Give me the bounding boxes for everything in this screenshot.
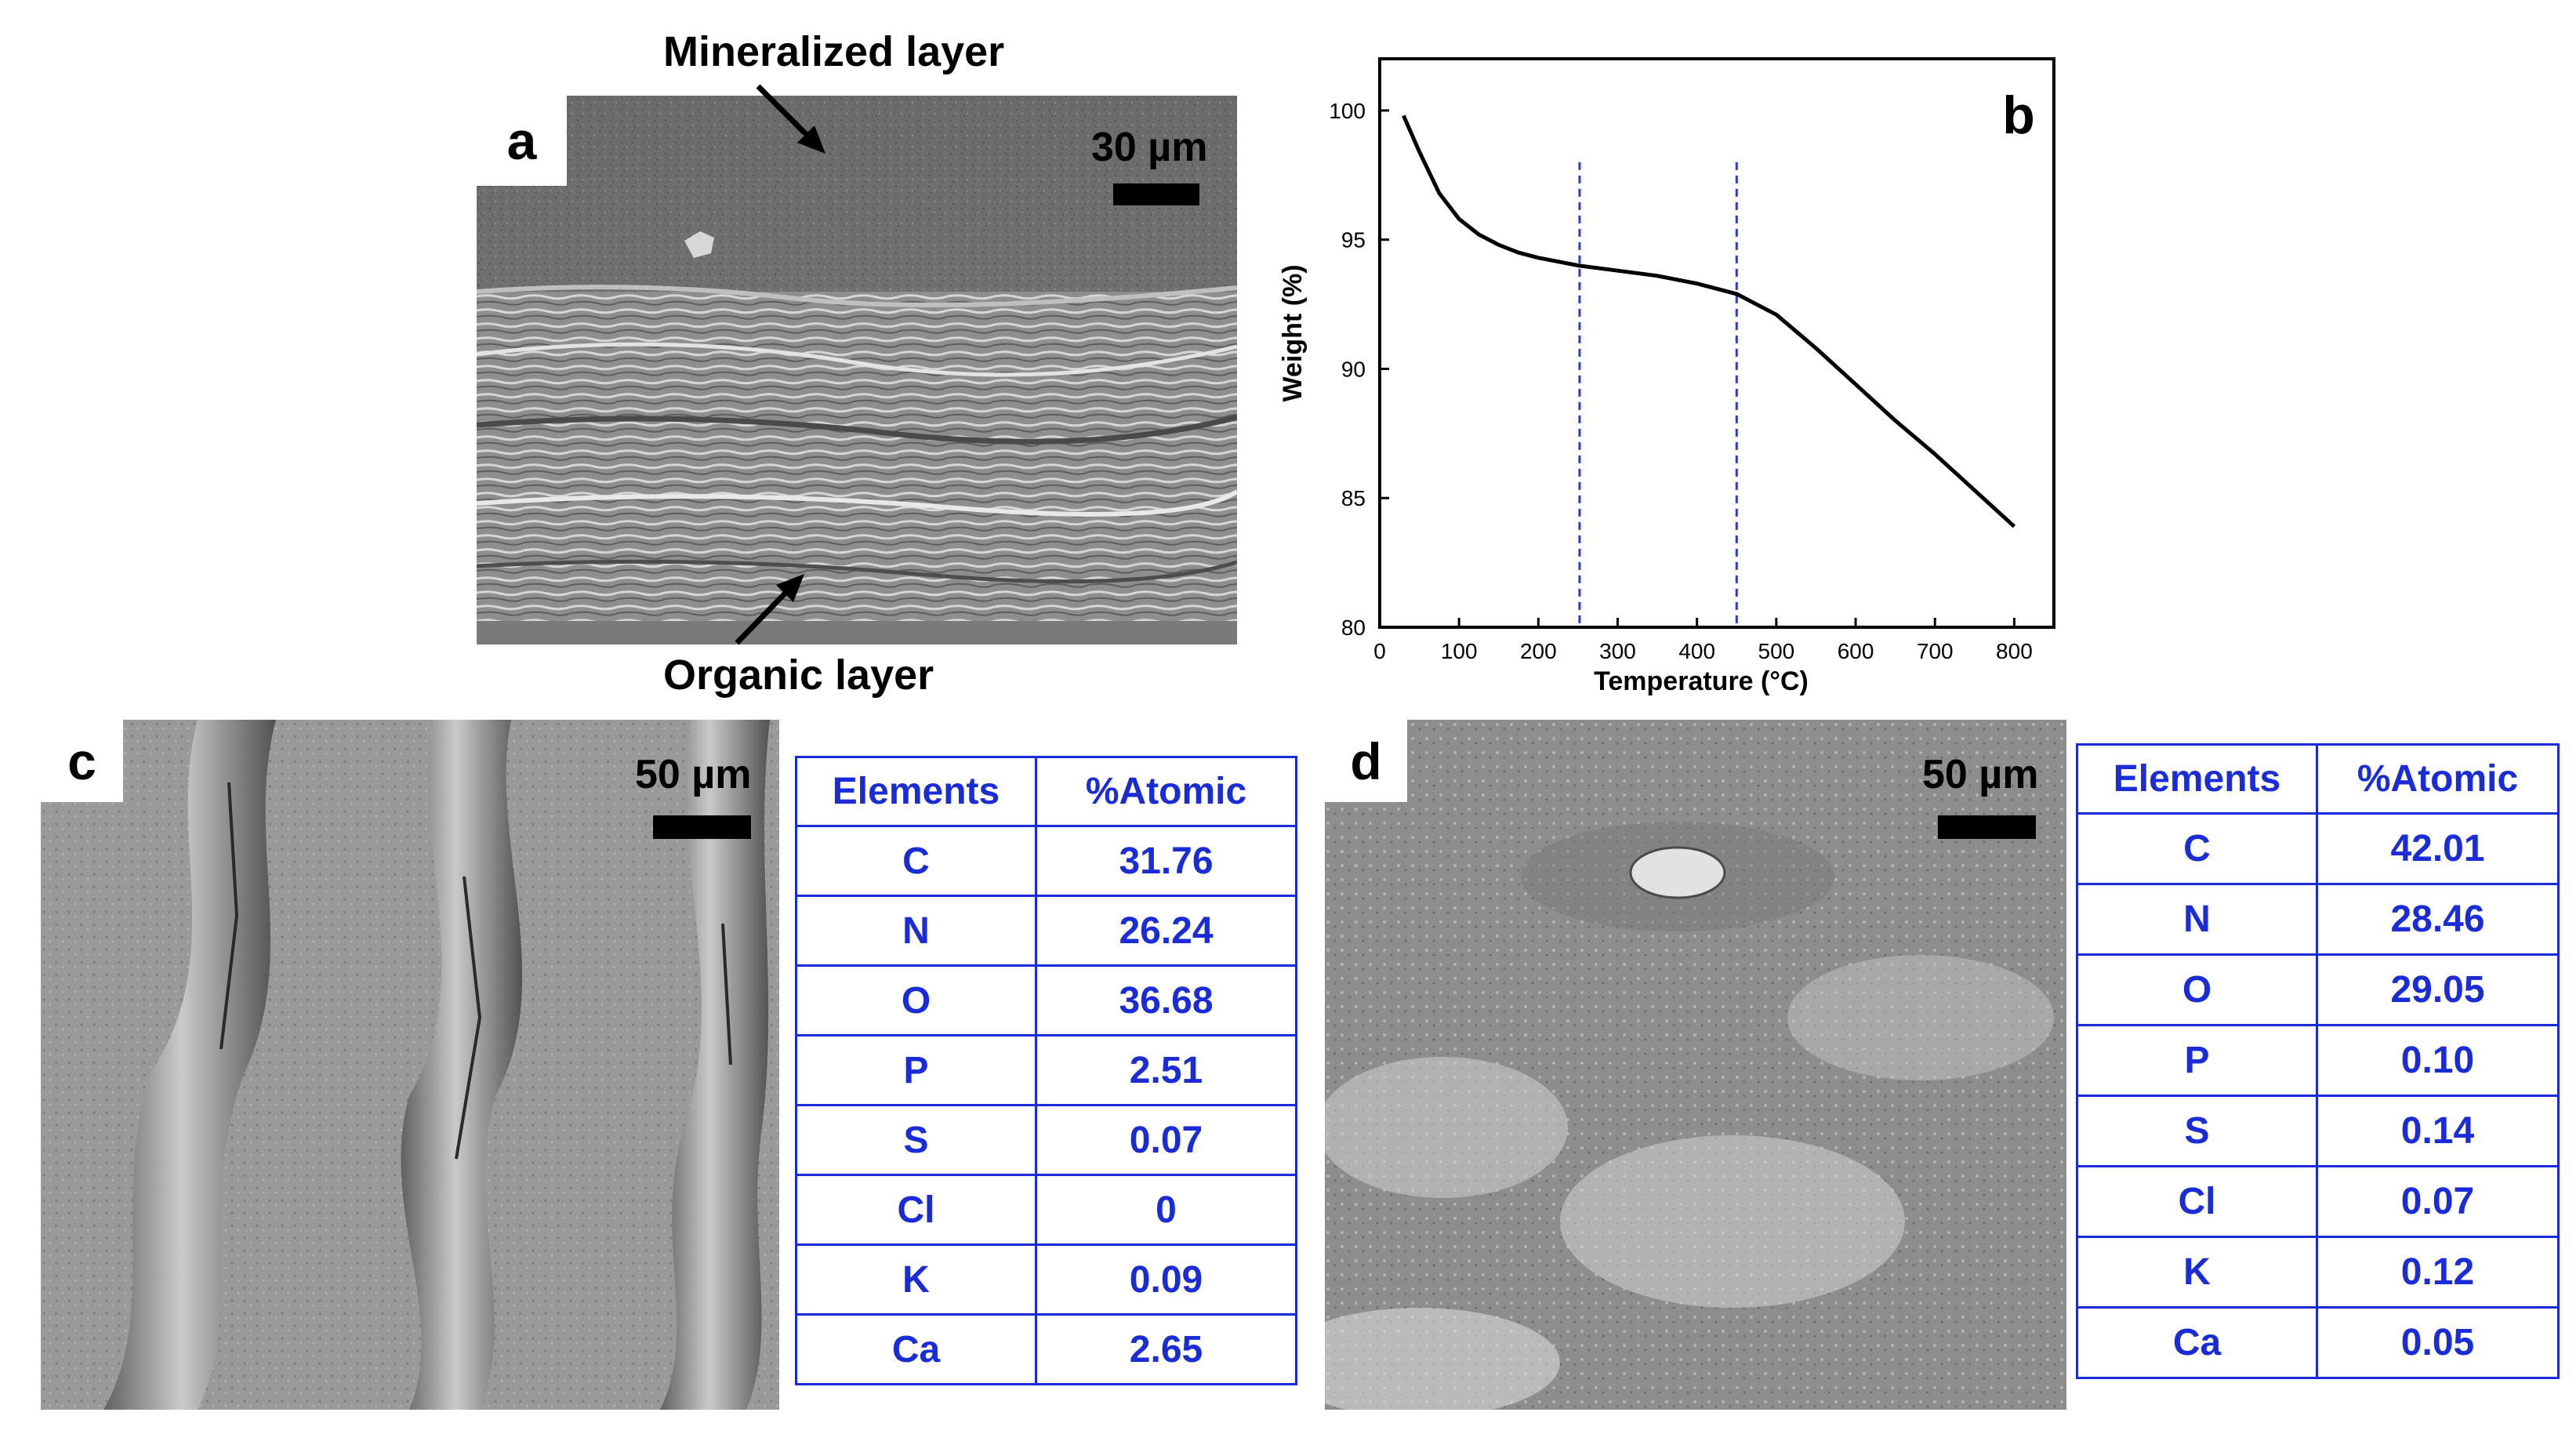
table-cell: K: [2076, 1236, 2318, 1309]
y-tick-label: 100: [1329, 99, 1366, 123]
organic-layer-arrow: [735, 574, 804, 645]
table-cell: 42.01: [2316, 812, 2560, 885]
table-cell: 0.09: [1035, 1243, 1297, 1316]
weight-loss-curve: [1402, 114, 2016, 528]
y-tick-label: 80: [1341, 615, 1366, 640]
table-cell: S: [795, 1104, 1037, 1176]
y-tick-label: 85: [1341, 486, 1366, 510]
y-tick-label: 90: [1341, 357, 1366, 381]
y-axis-label: Weight (%): [1278, 264, 1308, 401]
table-cell: 0.14: [2316, 1095, 2560, 1167]
table-cell: O: [795, 964, 1037, 1036]
table-cell: S: [2076, 1095, 2318, 1167]
y-tick-label: 95: [1341, 228, 1366, 252]
mineralized-layer-label: Mineralized layer: [663, 28, 1005, 75]
x-tick-label: 700: [1917, 639, 1954, 663]
x-tick-label: 300: [1599, 639, 1636, 663]
table-cell: 0.05: [2316, 1306, 2560, 1379]
table-cell: 2.51: [1035, 1034, 1297, 1106]
table-cell: Ca: [2076, 1306, 2318, 1379]
table-cell: O: [2076, 953, 2318, 1026]
mineralized-layer-arrow: [756, 84, 825, 154]
table-cell: 2.65: [1035, 1313, 1297, 1385]
panel-letter-a: a: [477, 96, 567, 186]
table-cell: 28.46: [2316, 883, 2560, 956]
x-axis-label: Temperature (°C): [1594, 666, 1809, 696]
table-header: Elements: [795, 756, 1037, 827]
table-cell: 36.68: [1035, 964, 1297, 1036]
table-cell: 0.10: [2316, 1024, 2560, 1097]
table-cell: 31.76: [1035, 825, 1297, 897]
panel-letter-d: d: [1325, 720, 1407, 802]
table-cell: P: [795, 1034, 1037, 1106]
table-cell: 29.05: [2316, 953, 2560, 1026]
scale-bar-d: [1938, 815, 2036, 839]
x-tick-label: 800: [1996, 639, 2033, 663]
scale-bar-a: [1113, 183, 1199, 205]
table-cell: Ca: [795, 1313, 1037, 1385]
panel-letter-c: c: [41, 720, 123, 802]
table-header: %Atomic: [2316, 743, 2560, 815]
scale-bar-c: [653, 815, 751, 839]
table-cell: 0.07: [1035, 1104, 1297, 1176]
table-cell: P: [2076, 1024, 2318, 1097]
scale-label-c: 50 µm: [635, 752, 752, 797]
x-tick-label: 500: [1758, 639, 1795, 663]
plot-frame: [1378, 57, 2055, 629]
x-tick-label: 0: [1373, 639, 1386, 663]
tga-chart: 0 100 200 300 400 500 600 700 800 80 85 90 95 100 b T…: [1278, 57, 2055, 696]
table-cell: 0.12: [2316, 1236, 2560, 1309]
panel-letter-b: b: [2002, 85, 2035, 145]
table-cell: Cl: [2076, 1165, 2318, 1238]
x-tick-label: 600: [1838, 639, 1874, 663]
table-header: Elements: [2076, 743, 2318, 815]
table-cell: Cl: [795, 1174, 1037, 1246]
sem-image-c: [41, 720, 779, 1410]
organic-layer-label: Organic layer: [663, 652, 934, 699]
x-tick-label: 100: [1441, 639, 1478, 663]
table-cell: N: [795, 895, 1037, 967]
table-cell: C: [2076, 812, 2318, 885]
x-tick-label: 400: [1678, 639, 1715, 663]
sem-image-a: [477, 96, 1237, 644]
table-cell: N: [2076, 883, 2318, 956]
scale-label-a: 30 µm: [1091, 125, 1208, 170]
table-cell: K: [795, 1243, 1037, 1316]
table-cell: C: [795, 825, 1037, 897]
table-cell: 26.24: [1035, 895, 1297, 967]
table-cell: 0.07: [2316, 1165, 2560, 1238]
scale-label-d: 50 µm: [1922, 752, 2039, 797]
table-header: %Atomic: [1035, 756, 1297, 827]
table-cell: 0: [1035, 1174, 1297, 1246]
x-tick-label: 200: [1520, 639, 1557, 663]
